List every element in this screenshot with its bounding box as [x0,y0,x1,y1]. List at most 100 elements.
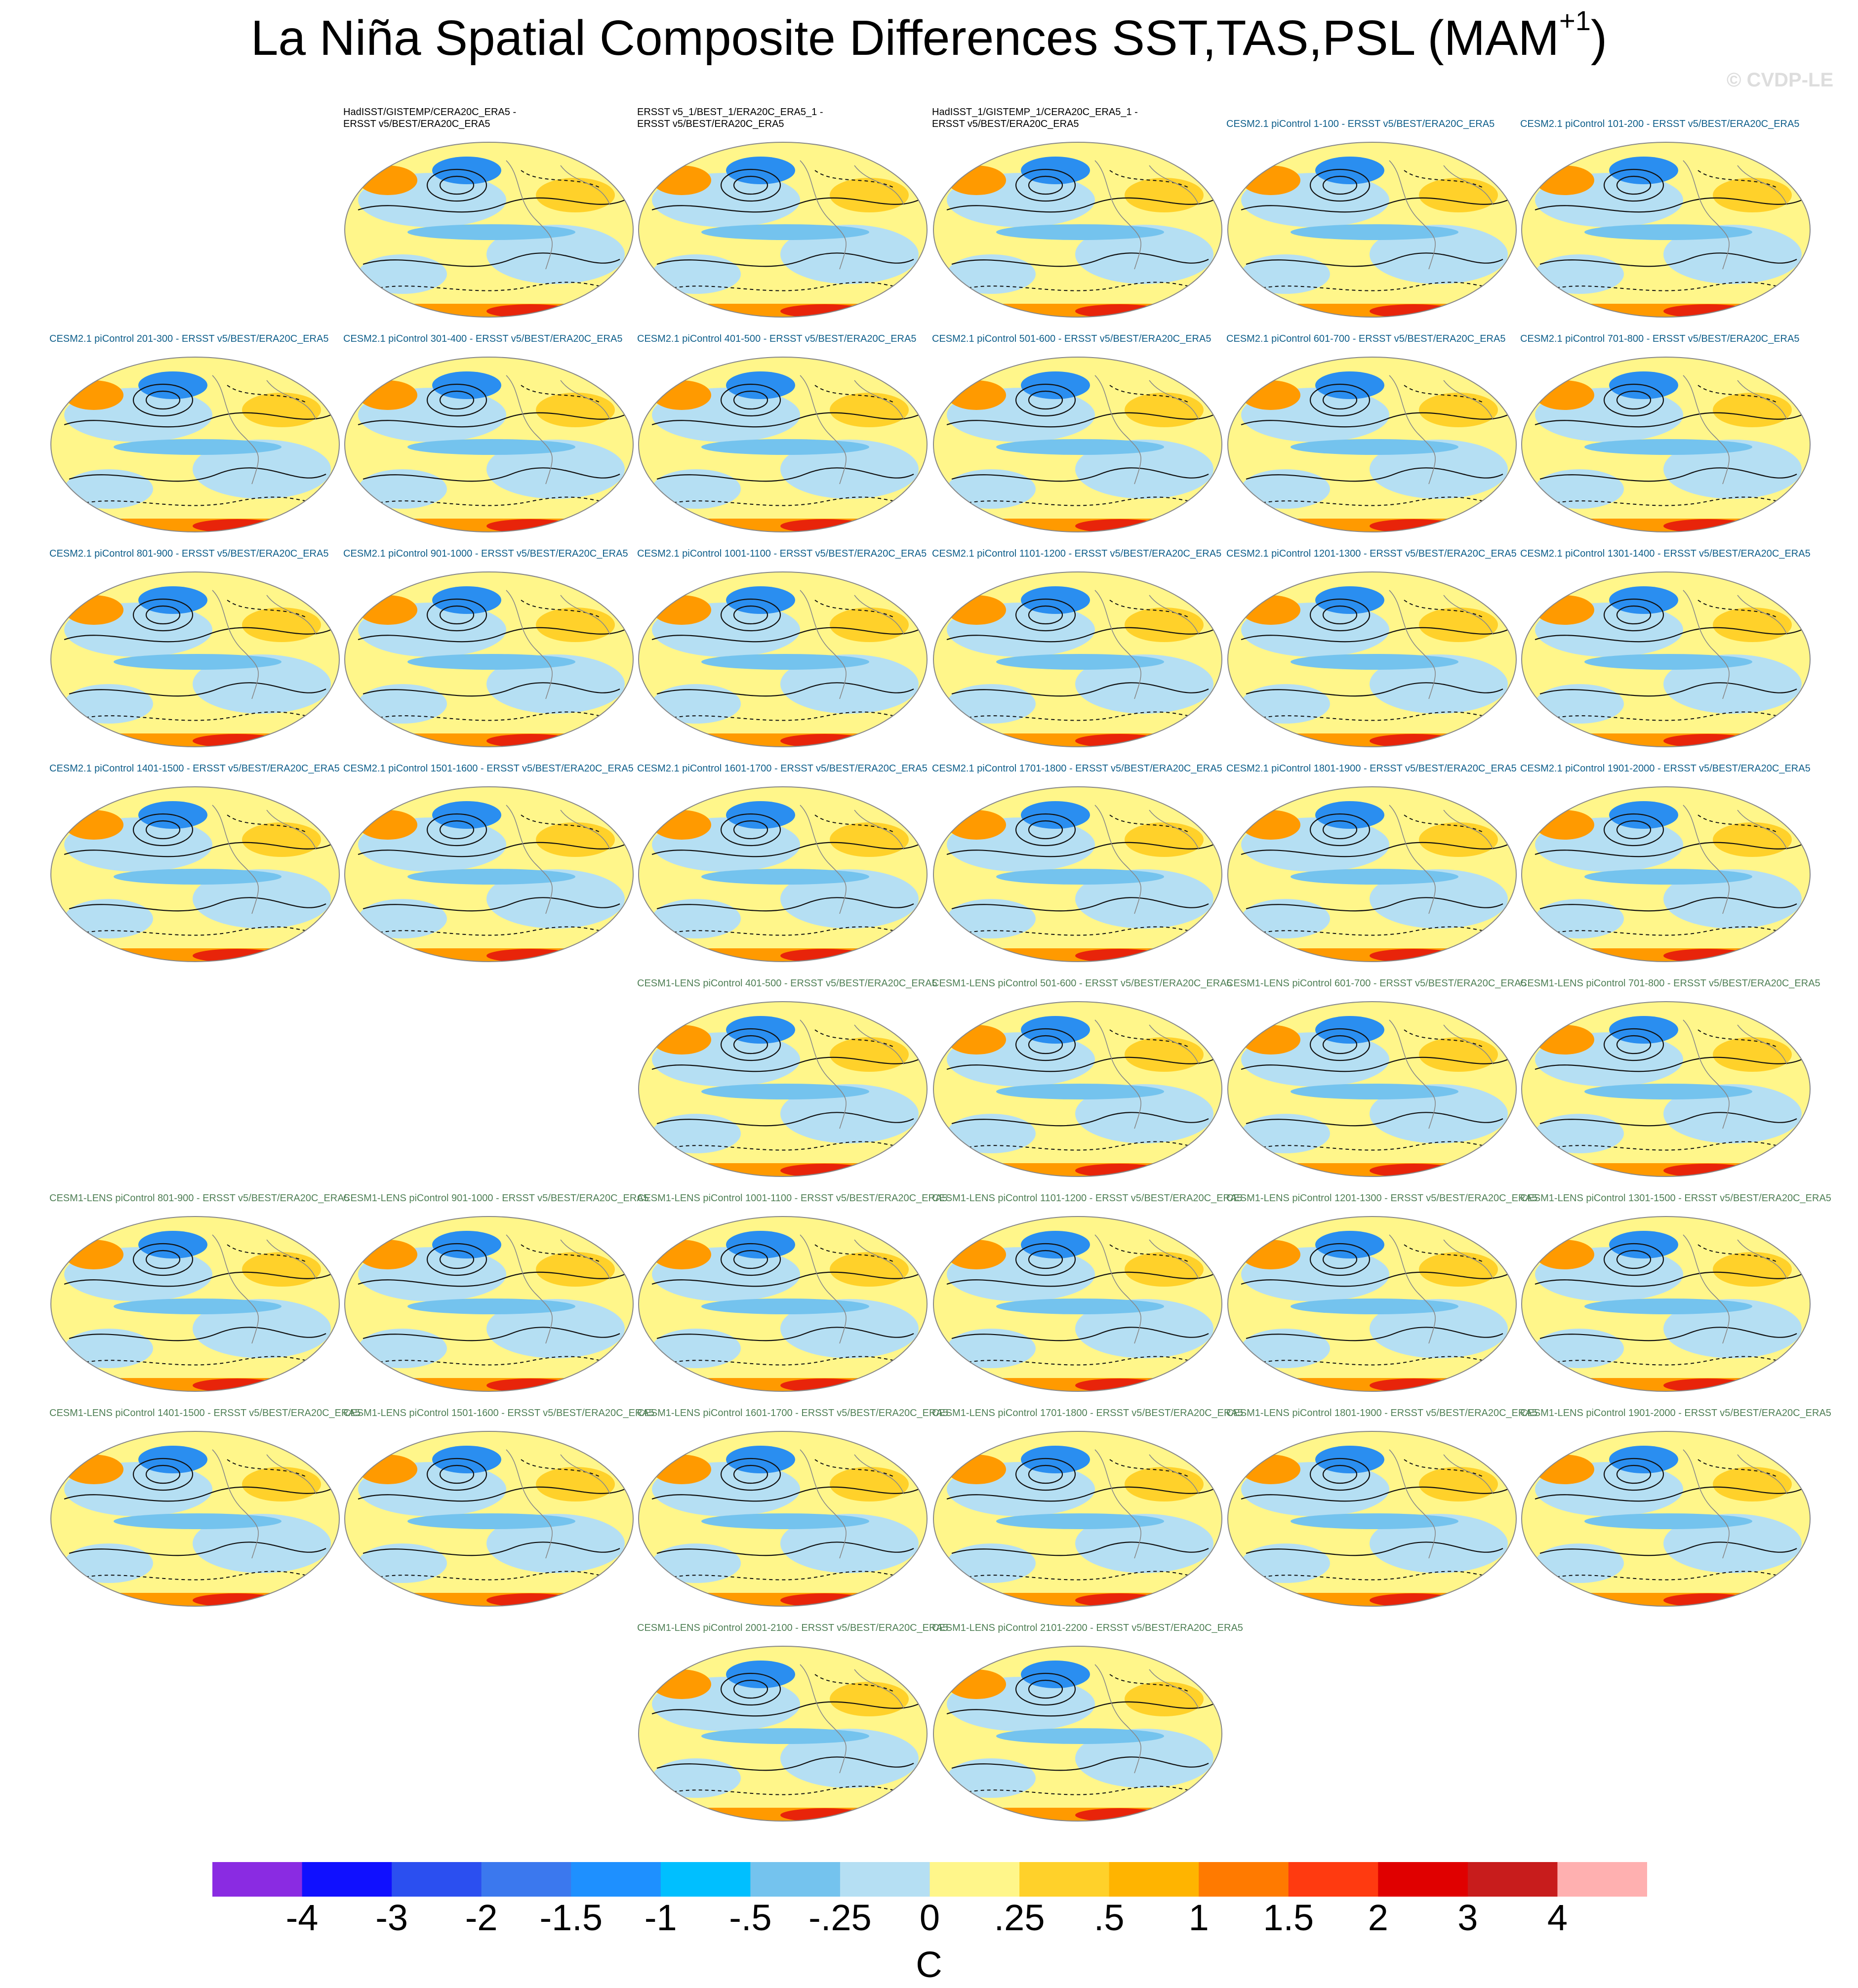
psl-contour-negative [1109,600,1189,618]
panel-title-line1: CESM2.1 piControl 1401-1500 - ERSST v5/B… [49,763,340,774]
panel-title-line1: CESM2.1 piControl 1601-1700 - ERSST v5/B… [637,763,928,774]
anomaly-patch [1370,949,1458,962]
panel-title-line1: CESM1-LENS piControl 1501-1600 - ERSST v… [343,1408,654,1419]
anomaly-patch [1291,654,1458,670]
anomaly-patch [1370,1164,1458,1177]
anomaly-patch [358,165,417,195]
anomaly-patch [1584,1513,1752,1529]
panel-title-line1: CESM2.1 piControl 1901-2000 - ERSST v5/B… [1520,763,1811,774]
anomaly-patch [652,1114,741,1153]
psl-contour [1539,467,1797,482]
coastline [1737,1024,1787,1065]
global-map [933,571,1222,747]
psl-contour [1539,682,1797,697]
anomaly-patch [1125,608,1204,642]
colorbar-swatch [660,1862,751,1897]
anomaly-patch [947,1025,1006,1055]
psl-contour-negative [227,1244,307,1262]
map-frame [1521,1001,1811,1177]
anomaly-patch [1663,949,1752,962]
panel-title-line1: CESM2.1 piControl 401-500 - ERSST v5/BES… [637,333,917,344]
psl-contour [1246,682,1503,697]
coastline [212,1234,259,1344]
colorbar-tick-label: -4 [285,1897,319,1938]
psl-contour [651,197,919,213]
psl-contour [1241,1486,1508,1502]
anomaly-patch [1241,1240,1300,1269]
psl-contour [1246,1542,1503,1556]
panel-title-line2: ERSST v5/BEST/ERA20C_ERA5 [932,119,1079,129]
coastline [854,1239,904,1280]
anomaly-patch [1535,254,1624,294]
anomaly-patch [652,1543,741,1583]
psl-contour [1535,627,1802,643]
map-panel: CESM2.1 piControl 301-400 - ERSST v5/BES… [343,321,635,533]
psl-contour [1246,1112,1503,1127]
psl-contour [1616,1250,1652,1269]
colorbar-tick-label: 0 [919,1897,940,1938]
anomaly-patch [536,608,615,642]
coastline [212,1449,259,1559]
psl-contour [1603,168,1664,202]
psl-contour [656,467,914,482]
anomaly-patch [1241,899,1330,938]
global-map [638,1431,928,1607]
psl-contour [132,1458,194,1491]
psl-contour [651,1271,919,1287]
coastline [1094,1664,1141,1774]
psl-contour [1603,1243,1664,1276]
global-map [1227,571,1517,747]
panel-title: CESM1-LENS piControl 1101-1200 - ERSST v… [932,1192,1278,1204]
anomaly-patch [947,684,1036,724]
map-panel: CESM2.1 piControl 1601-1700 - ERSST v5/B… [637,751,929,963]
psl-contour-negative [1109,1674,1189,1692]
colorbar-swatch [1557,1862,1647,1897]
global-map [1521,142,1811,318]
psl-contour [1015,813,1076,847]
colorbar-tick-label: 1 [1188,1897,1209,1938]
anomaly-patch [486,1379,575,1391]
psl-contour [1246,252,1503,267]
anomaly-patch [701,1513,869,1529]
anomaly-patch [947,1240,1006,1269]
psl-contour [145,605,181,625]
map-frame [50,786,340,962]
anomaly-patch [1291,869,1458,885]
map-panel: CESM1-LENS piControl 1301-1500 - ERSST v… [1520,1180,1831,1393]
colorbar-tick-label: 3 [1457,1897,1478,1938]
global-map [1227,1216,1517,1392]
coastline [1443,595,1494,635]
map-panel: CESM2.1 piControl 201-300 - ERSST v5/BES… [49,321,341,533]
anomaly-patch [780,1379,869,1391]
panel-title: CESM1-LENS piControl 2101-2200 - ERSST v… [932,1622,1278,1634]
anomaly-patch [486,304,575,317]
colorbar-swatch [1019,1862,1110,1897]
psl-contour-negative [1404,814,1484,833]
global-map [344,142,634,318]
coastline [212,805,259,914]
anomaly-patch [652,810,711,840]
global-map [344,1431,634,1607]
colorbar-tick-label: -.25 [808,1897,872,1938]
psl-contour [720,813,781,847]
psl-contour [1603,383,1664,417]
psl-contour [1309,598,1371,632]
coastline [506,160,553,270]
coastline [800,1234,847,1344]
psl-contour [1241,627,1508,643]
anomaly-patch [780,1164,869,1177]
map-frame [1521,786,1811,962]
psl-contour [439,820,475,840]
global-map [50,1216,340,1392]
psl-contour [132,598,194,632]
psl-contour [1015,168,1076,202]
psl-contour-negative [1109,1244,1189,1262]
watermark: © CVDP-LE [1727,69,1834,91]
anomaly-patch [358,810,417,840]
coastline [560,1239,610,1280]
psl-contour [1603,813,1664,847]
psl-contour [1322,1464,1358,1484]
coastline [1389,375,1436,485]
psl-contour-negative [1404,385,1484,403]
anomaly-patch [358,684,447,724]
